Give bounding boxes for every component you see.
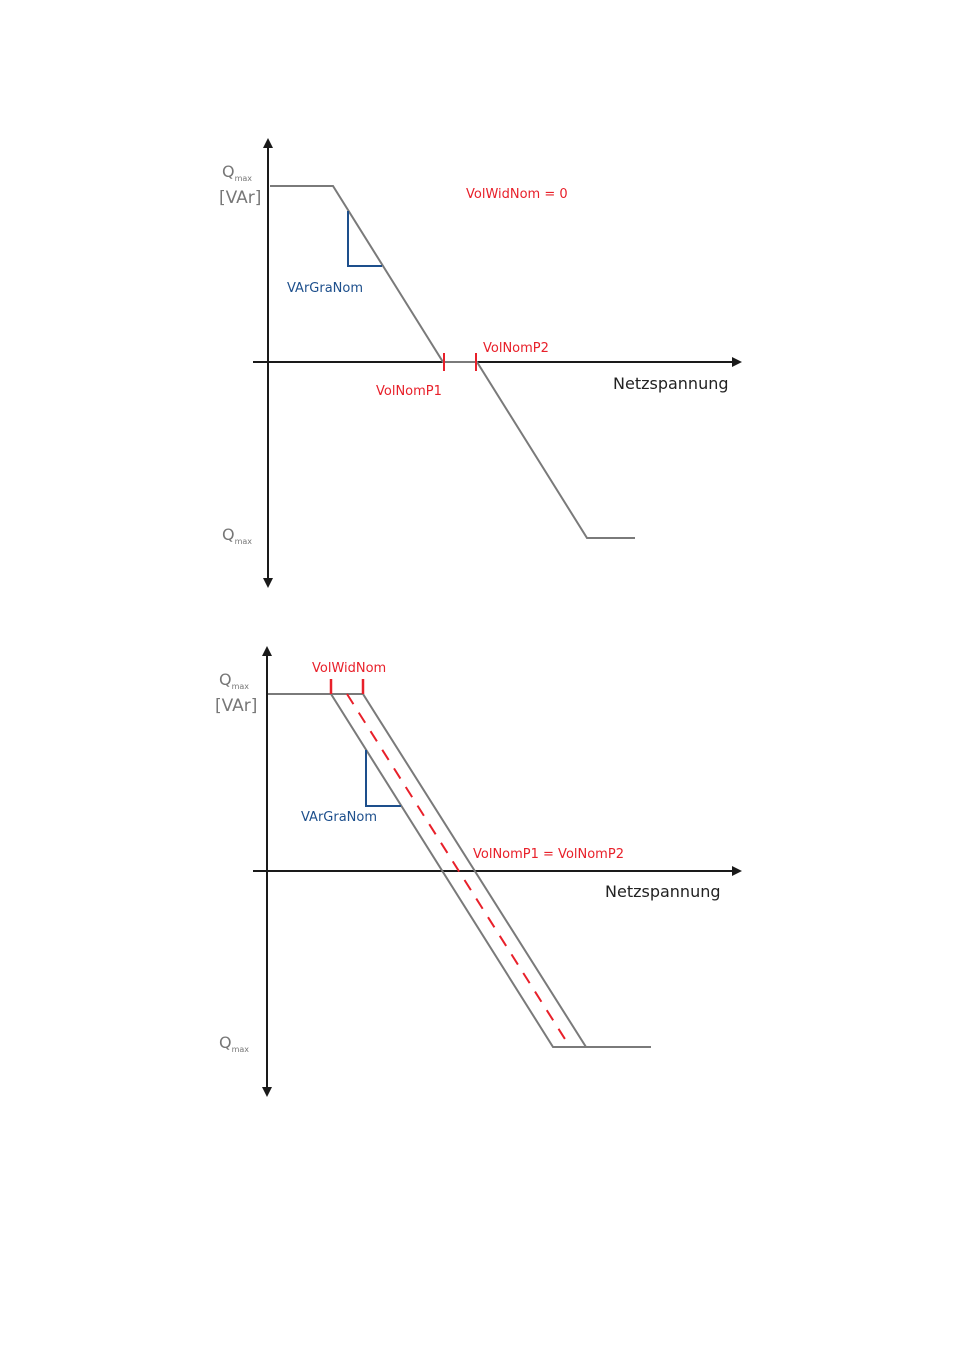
y-unit-label: [VAr] — [219, 188, 261, 208]
characteristic-curve-left — [268, 693, 651, 1048]
diagram-1: Qmax [VAr] Qmax VolWidNom = 0 VArGraNom … — [219, 138, 742, 588]
qmax-bottom-label: Qmax — [222, 525, 252, 546]
diagram-2: VolWidNom Qmax [VAr] Qmax VArGraNom VolN… — [215, 646, 742, 1097]
volnomp-equal-label: VolNomP1 = VolNomP2 — [473, 847, 624, 862]
volnomp2-label: VolNomP2 — [483, 341, 549, 356]
gradient-triangle — [347, 211, 382, 267]
qmax-top-label: Qmax — [219, 670, 249, 691]
characteristic-curve — [270, 185, 635, 539]
volwidnom-label: VolWidNom — [312, 661, 386, 676]
volnomp1-label: VolNomP1 — [376, 384, 442, 399]
volwidnom-zero-label: VolWidNom = 0 — [466, 187, 568, 202]
qmax-bottom-label: Qmax — [219, 1033, 249, 1054]
vargranom-label: VArGraNom — [287, 281, 363, 296]
gradient-triangle — [365, 750, 401, 807]
y-unit-label: [VAr] — [215, 696, 257, 716]
nominal-dashed-line — [346, 693, 571, 1048]
x-axis-label: Netzspannung — [605, 882, 721, 901]
qmax-top-label: Qmax — [222, 162, 252, 183]
vargranom-label: VArGraNom — [301, 810, 377, 825]
x-axis-label: Netzspannung — [613, 374, 729, 393]
